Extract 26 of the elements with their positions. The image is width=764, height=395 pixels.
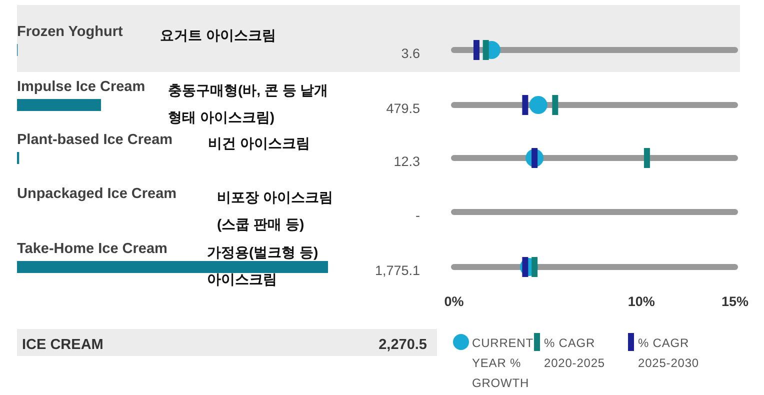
x-tick-label: 15% xyxy=(721,294,749,309)
bar xyxy=(17,99,102,111)
data-label: 2,270.5 xyxy=(378,337,427,353)
text: - xyxy=(416,208,420,223)
data-label: 479.5 xyxy=(386,101,420,116)
annotation: 가정용(벌크형 등) 아이스크림 xyxy=(207,244,318,287)
x-tick-label: 0% xyxy=(444,294,464,309)
y-tick-label: Impulse Ice Cream xyxy=(17,79,146,95)
category-label: ICE CREAM xyxy=(22,337,104,353)
annotation: 비건 아이스크림 xyxy=(208,135,310,151)
data-label: 12.3 xyxy=(394,154,420,169)
legend-label: % CAGR 2025-2030 xyxy=(638,336,699,370)
data-label: 3.6 xyxy=(401,46,420,61)
y-tick-label: Unpackaged Ice Cream xyxy=(17,186,177,202)
y-tick-label: Plant-based Ice Cream xyxy=(17,132,173,148)
point xyxy=(529,96,548,114)
annotation: 비포장 아이스크림 (스쿱 판매 등) xyxy=(217,189,333,232)
annotation: 요거트 아이스크림 xyxy=(160,27,276,43)
data-label: 1,775.1 xyxy=(374,263,420,278)
legend-label: CURRENT YEAR % GROWTH xyxy=(472,336,534,390)
y-tick-label: Take-Home Ice Cream xyxy=(17,241,168,257)
bar xyxy=(17,261,328,273)
legend-label: % CAGR 2020-2025 xyxy=(544,336,605,370)
annotation: 충동구매형(바, 콘 등 낱개 형태 아이스크림) xyxy=(168,82,328,125)
x-tick-label: 10% xyxy=(628,294,655,309)
y-tick-label: Frozen Yoghurt xyxy=(17,24,123,40)
